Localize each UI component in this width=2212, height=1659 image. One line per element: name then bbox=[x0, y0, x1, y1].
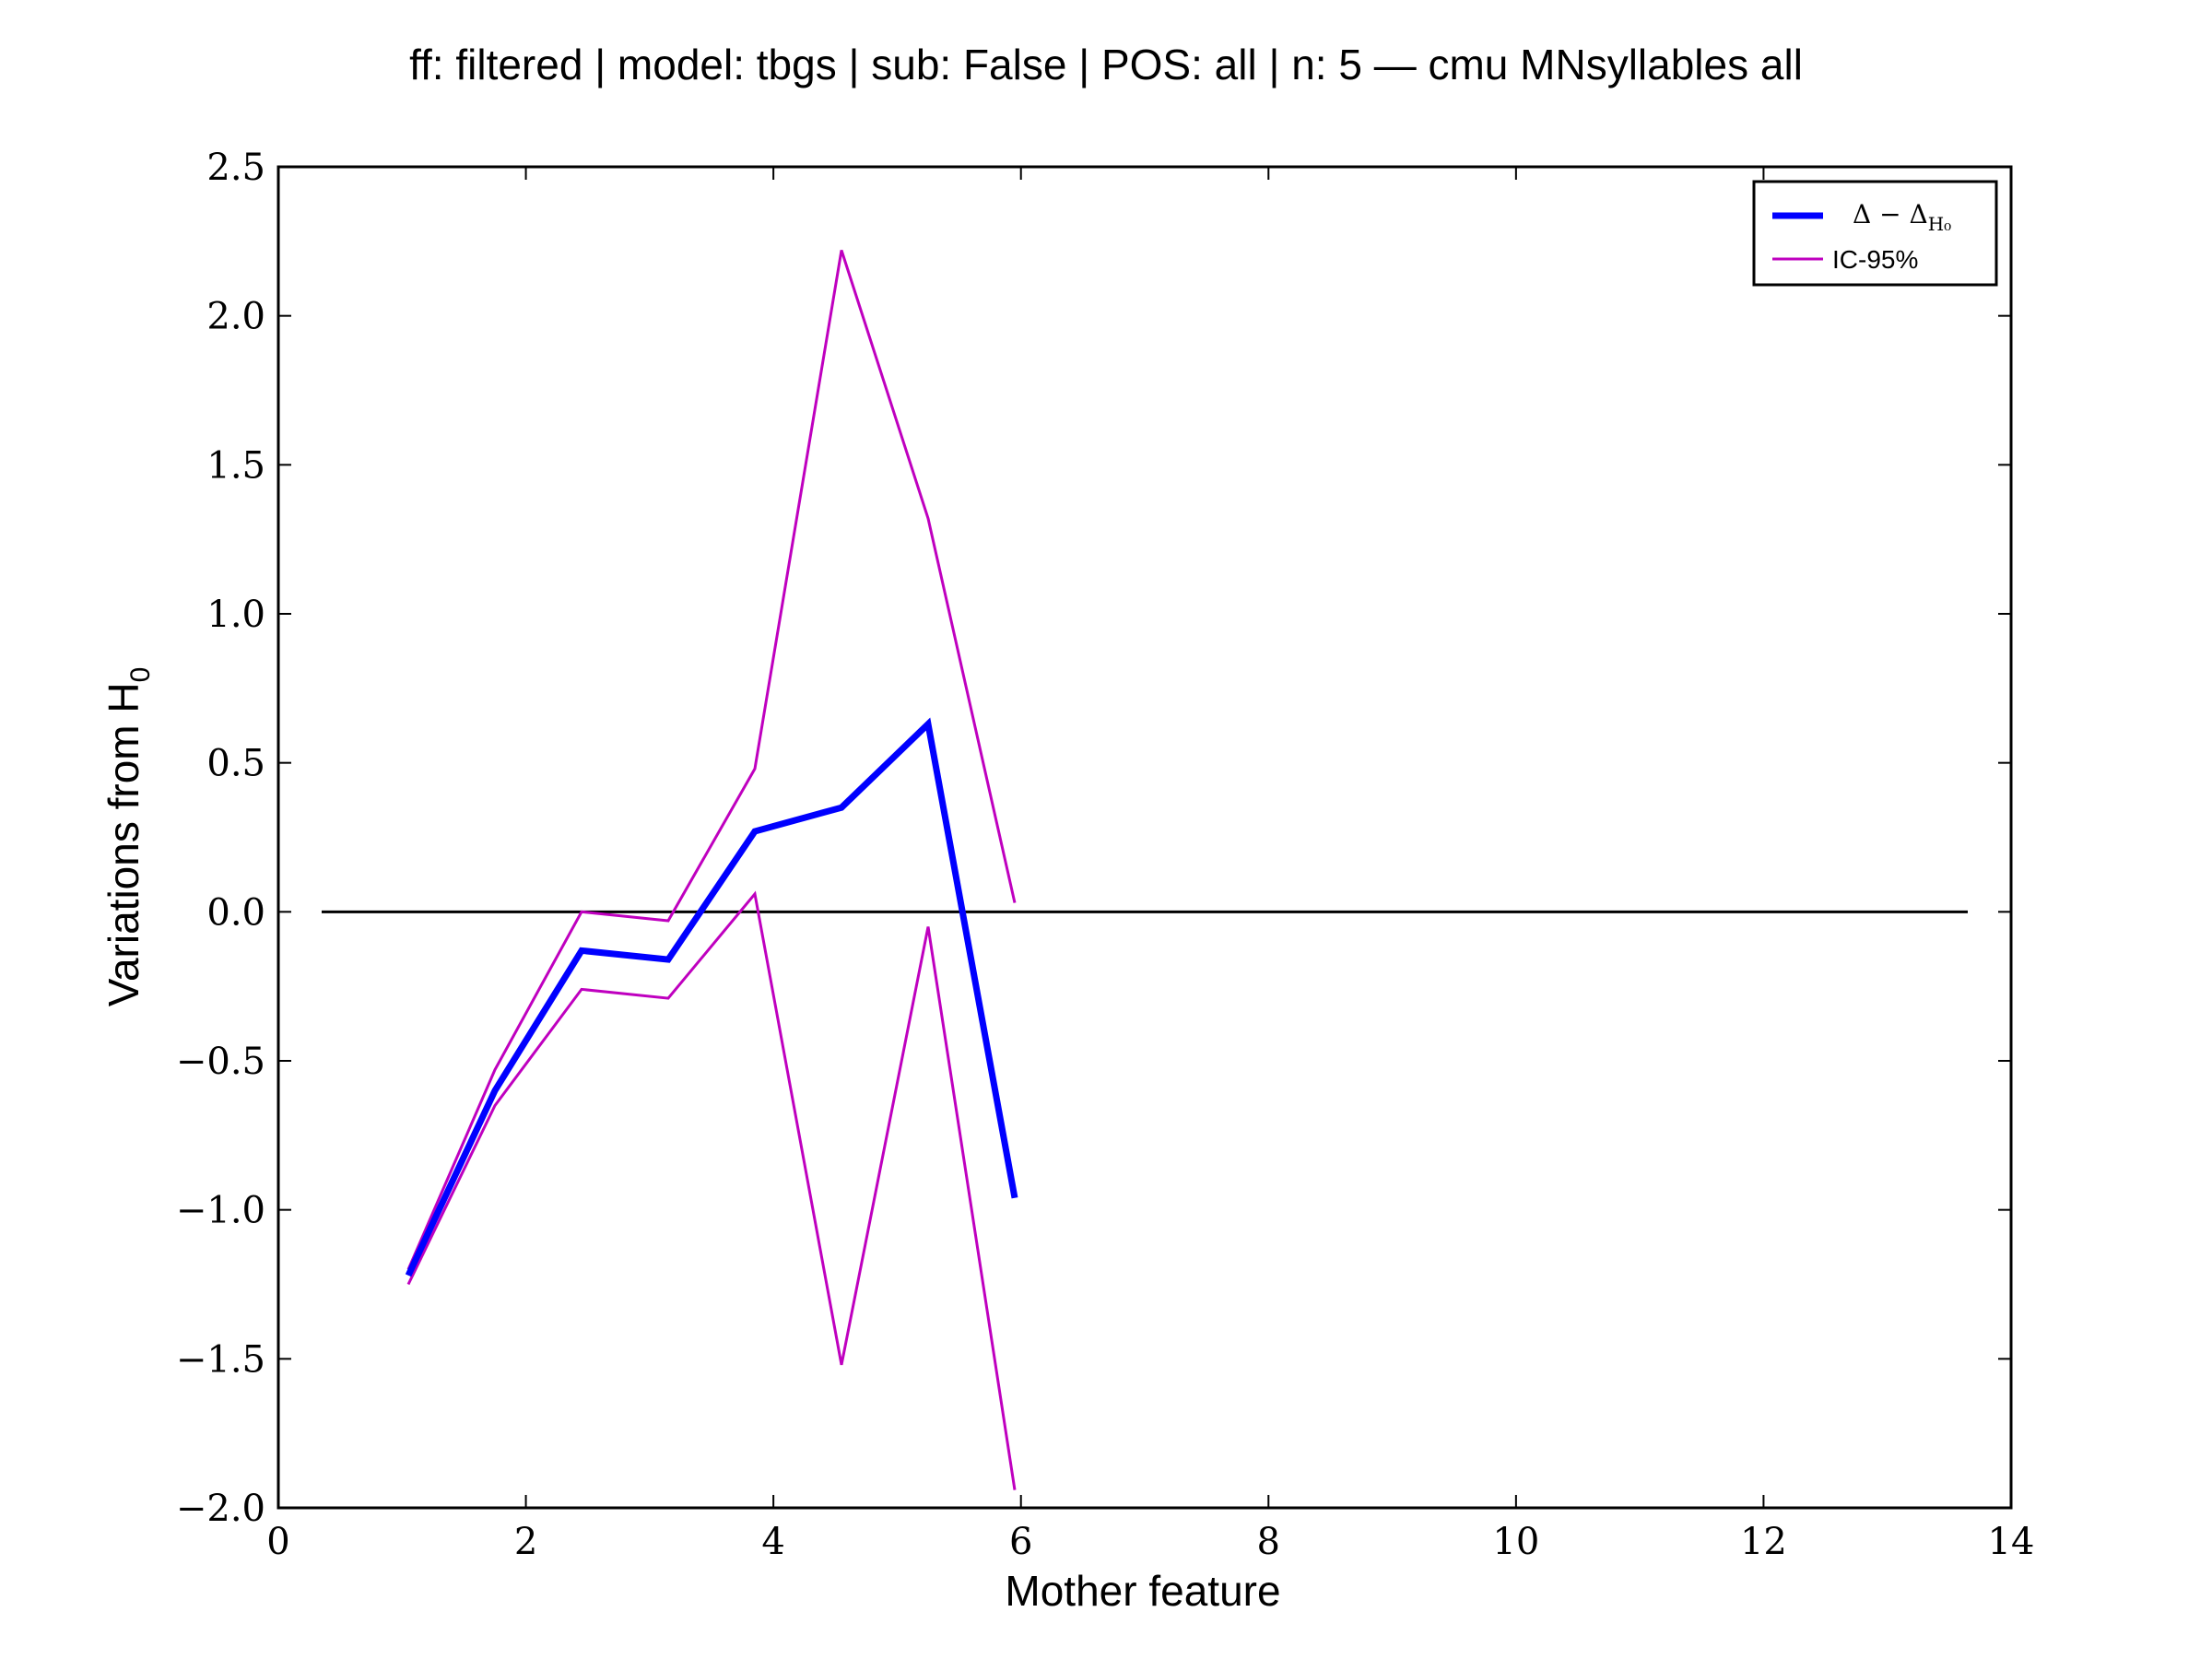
x-tick-label: 10 bbox=[1492, 1521, 1539, 1563]
x-tick-label: 0 bbox=[266, 1521, 289, 1563]
x-tick-label: 14 bbox=[1988, 1521, 2035, 1563]
y-tick-label: 1.0 bbox=[206, 594, 265, 636]
legend-label-delta-subscript: H₀ bbox=[1928, 213, 1951, 235]
y-tick-label: −0.5 bbox=[176, 1041, 265, 1083]
y-tick-label: −2.0 bbox=[176, 1488, 265, 1530]
x-tick-label: 6 bbox=[1009, 1521, 1032, 1563]
legend-label-ic95: IC-95% bbox=[1832, 245, 1918, 274]
series-delta-line bbox=[405, 717, 1018, 1277]
legend-label-delta: Δ − ΔH₀ bbox=[1853, 199, 1951, 235]
y-tick-label: 1.5 bbox=[206, 444, 265, 487]
x-tick-label: 2 bbox=[514, 1521, 537, 1563]
series-ic95-lower-line bbox=[406, 890, 1017, 1490]
y-tick-label: 0.5 bbox=[206, 743, 265, 785]
x-tick-label: 4 bbox=[761, 1521, 784, 1563]
y-axis-label-group: Variations from H0 bbox=[100, 667, 156, 1007]
x-tick-label: 12 bbox=[1740, 1521, 1787, 1563]
legend-box bbox=[1752, 180, 1998, 287]
y-axis-label-main: Variations from H bbox=[100, 682, 147, 1006]
y-tick-label: 2.5 bbox=[206, 147, 265, 189]
legend-label-delta-main: Δ − Δ bbox=[1853, 199, 1928, 229]
y-axis-label-subscript: 0 bbox=[125, 667, 156, 683]
x-tick-label: 8 bbox=[1257, 1521, 1280, 1563]
plot-frame bbox=[276, 165, 2013, 1510]
chart-title: ff: filtered | model: tbgs | sub: False … bbox=[409, 41, 1803, 88]
x-axis-label: Mother feature bbox=[1005, 1567, 1280, 1615]
y-tick-label: 2.0 bbox=[206, 296, 265, 338]
series-ic95-upper-line bbox=[406, 250, 1017, 1270]
y-axis-label: Variations from H0 bbox=[100, 667, 156, 1007]
axis-ticks: 0 2 4 6 8 10 12 14 2.5 2.0 1.5 1.0 0.5 0.0 −0.5 −1.0 −1.… bbox=[176, 147, 2035, 1563]
plot-area bbox=[322, 250, 1968, 1490]
legend: Δ − ΔH₀ IC-95% bbox=[1752, 180, 1998, 287]
y-tick-label: −1.5 bbox=[176, 1338, 265, 1381]
y-tick-label: 0.0 bbox=[206, 891, 265, 934]
y-tick-label: −1.0 bbox=[176, 1190, 265, 1232]
